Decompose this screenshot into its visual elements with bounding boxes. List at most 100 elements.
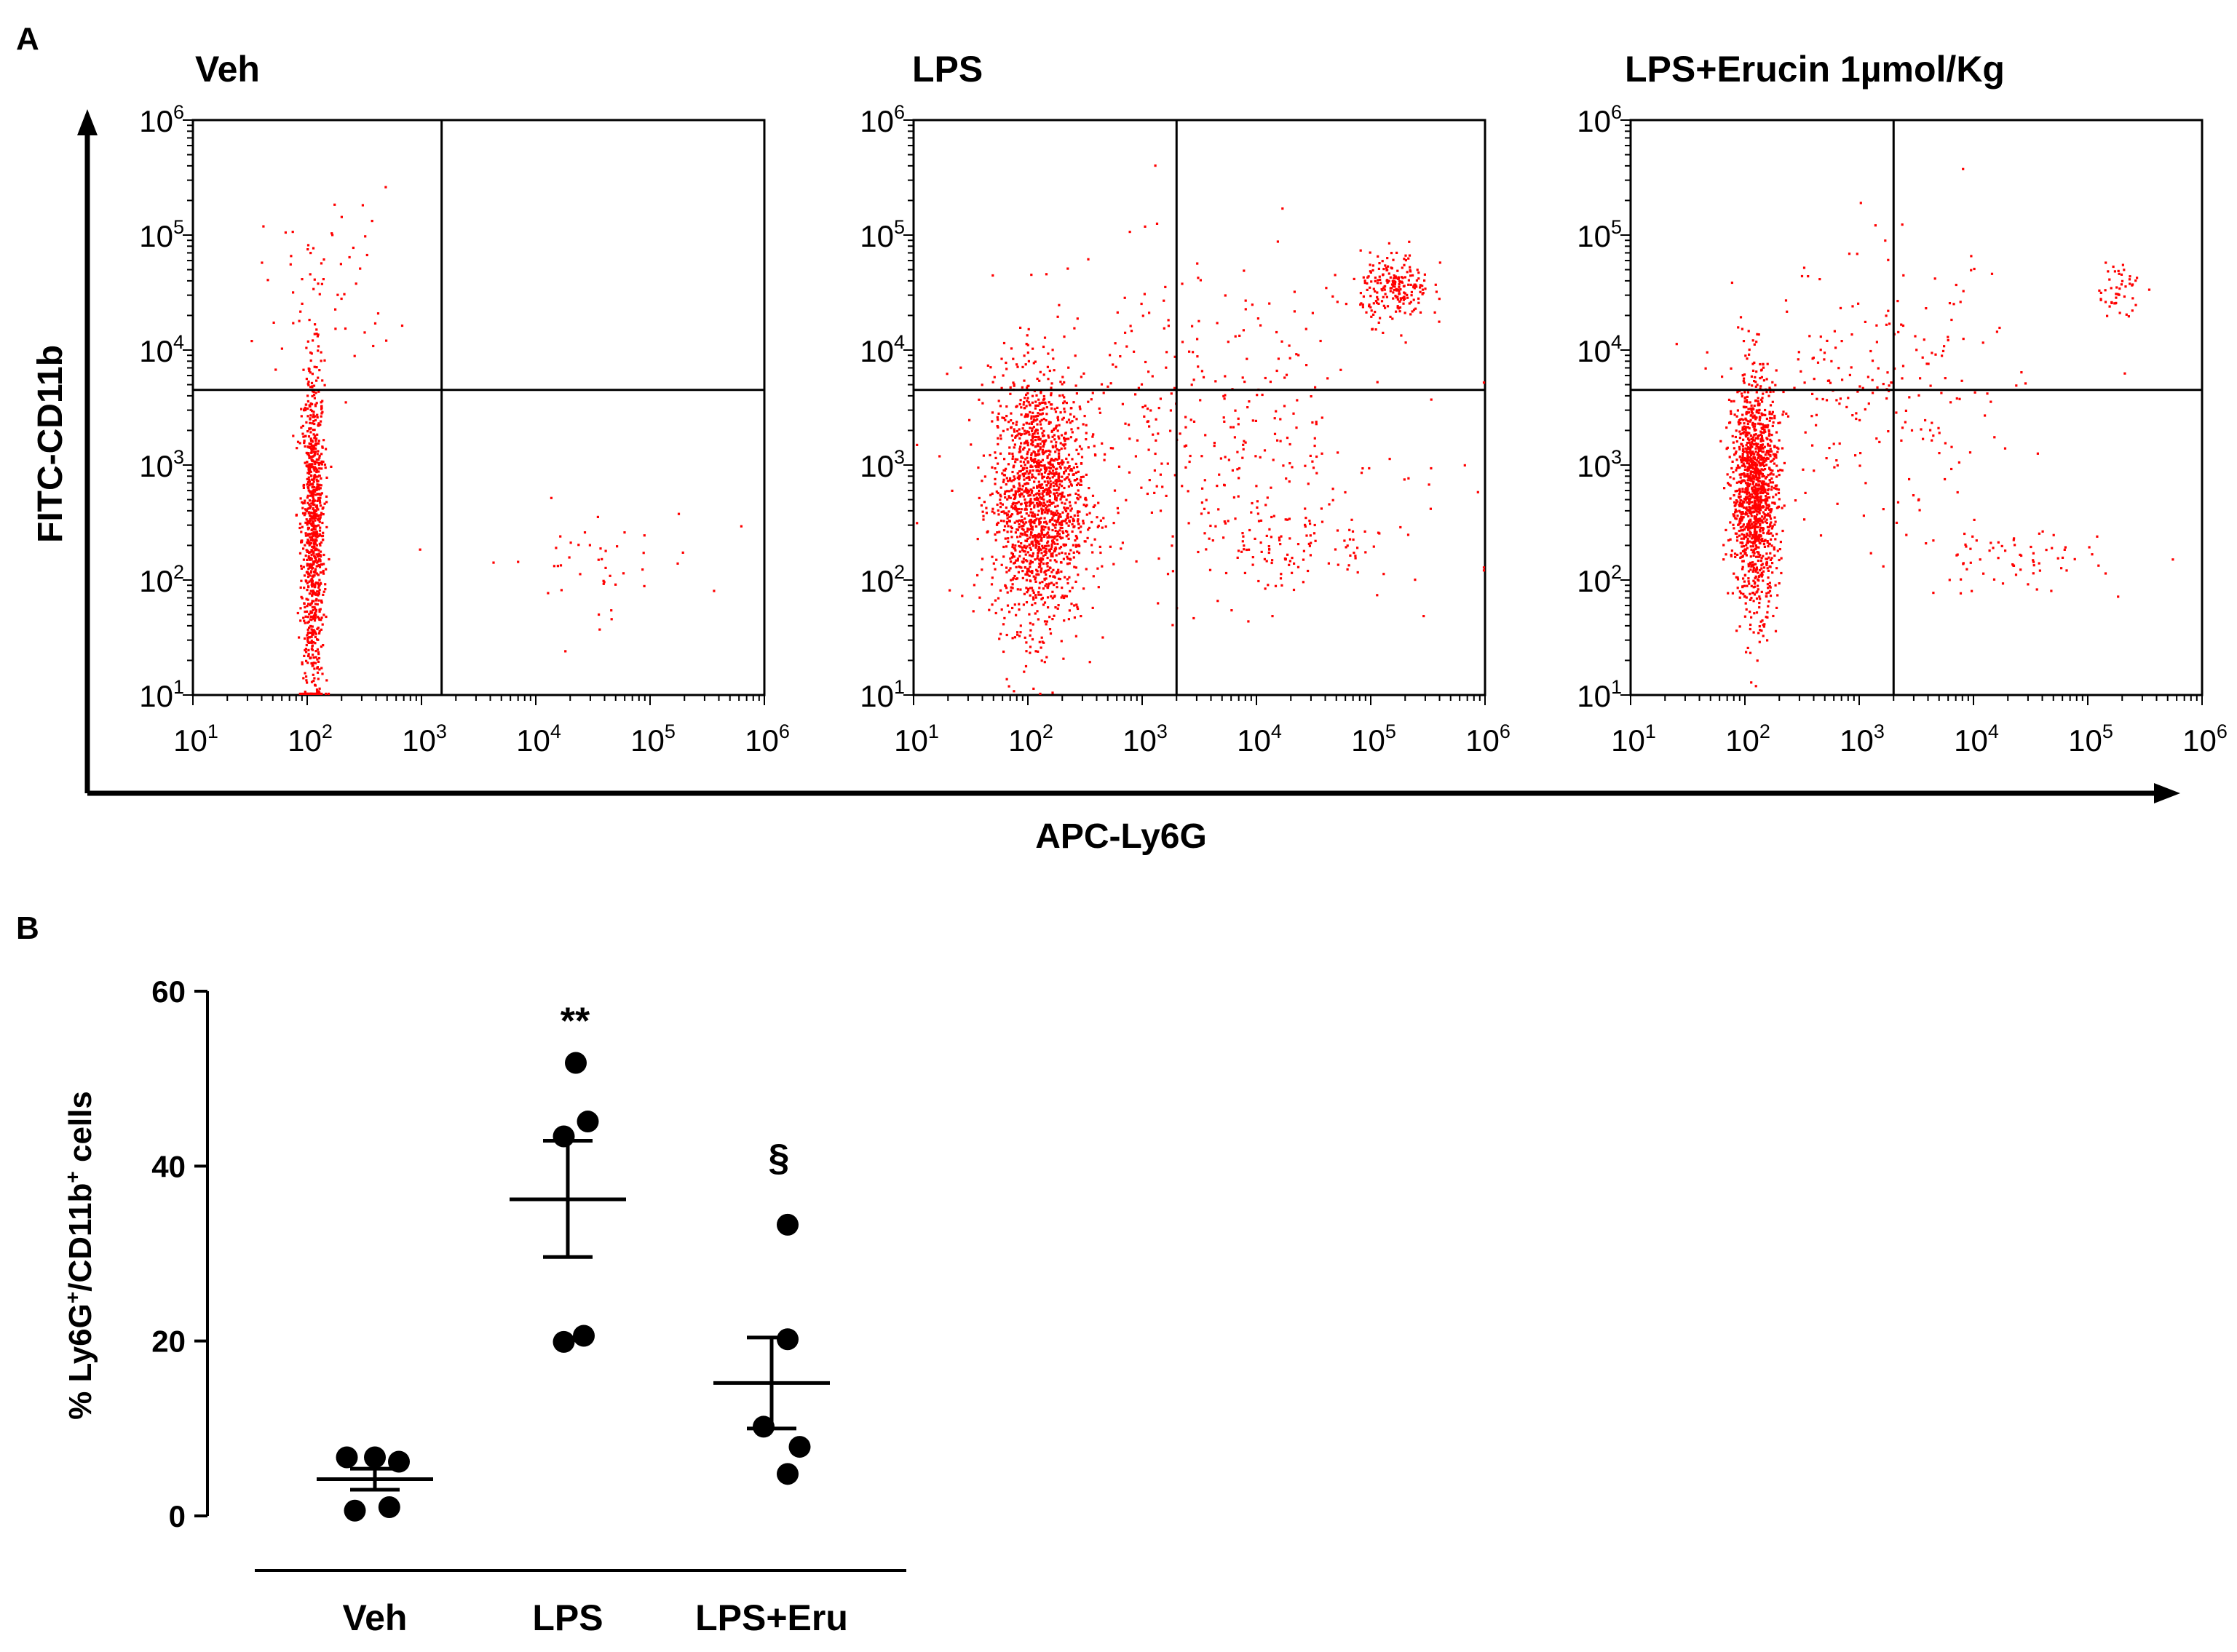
- event-dot: [1064, 440, 1066, 442]
- event-dot: [1751, 339, 1754, 342]
- event-dot: [1746, 646, 1749, 649]
- event-dot: [1027, 384, 1030, 387]
- event-dot: [304, 512, 306, 515]
- event-dot: [1049, 461, 1052, 464]
- event-dot: [1385, 295, 1388, 298]
- event-dot: [1760, 458, 1763, 461]
- event-dot: [1032, 534, 1035, 538]
- event-dot: [1265, 560, 1268, 563]
- event-dot: [1402, 285, 1405, 287]
- event-dot: [997, 509, 999, 512]
- event-dot: [1433, 311, 1436, 314]
- event-dot: [1021, 528, 1024, 531]
- event-dot: [320, 555, 322, 558]
- event-dot: [1022, 557, 1025, 560]
- event-dot: [309, 571, 312, 574]
- event-dot: [1765, 616, 1767, 619]
- event-dot: [1777, 506, 1780, 509]
- event-dot: [972, 610, 975, 613]
- event-dot: [1048, 508, 1050, 511]
- event-dot: [307, 521, 310, 524]
- event-dot: [1053, 498, 1057, 501]
- event-dot: [1766, 532, 1769, 535]
- event-dot: [1065, 522, 1068, 525]
- event-dot: [1749, 493, 1751, 496]
- event-dot: [1047, 568, 1050, 571]
- event-dot: [1077, 514, 1080, 517]
- event-dot: [1745, 431, 1748, 434]
- event-dot: [1057, 494, 1060, 497]
- event-dot: [1038, 503, 1041, 506]
- event-dot: [1004, 537, 1007, 540]
- event-dot: [320, 541, 323, 544]
- event-dot: [316, 548, 319, 551]
- event-dot: [1769, 558, 1772, 561]
- event-dot: [986, 364, 989, 367]
- event-dot: [1762, 464, 1765, 467]
- event-dot: [1026, 352, 1029, 354]
- event-dot: [1102, 392, 1105, 394]
- event-dot: [1013, 497, 1015, 501]
- event-dot: [1058, 483, 1061, 486]
- event-dot: [1040, 597, 1043, 600]
- event-dot: [1014, 549, 1017, 552]
- event-dot: [1010, 426, 1013, 429]
- event-dot: [1739, 421, 1742, 425]
- event-dot: [1403, 292, 1406, 295]
- event-dot: [1046, 455, 1049, 458]
- event-dot: [1055, 478, 1058, 481]
- event-dot: [1062, 416, 1065, 419]
- event-dot: [1043, 397, 1046, 400]
- event-dot: [1268, 302, 1271, 305]
- event-dot: [1097, 501, 1100, 504]
- event-dot: [1028, 478, 1031, 481]
- event-dot: [1063, 471, 1066, 474]
- event-dot: [296, 447, 298, 450]
- event-dot: [322, 563, 325, 565]
- event-dot: [1754, 522, 1757, 525]
- event-dot: [1777, 421, 1780, 424]
- event-dot: [1063, 595, 1066, 598]
- event-dot: [1009, 496, 1012, 499]
- event-dot: [1265, 534, 1268, 537]
- event-dot: [1218, 473, 1221, 476]
- event-dot: [1973, 267, 1976, 271]
- event-dot: [311, 439, 314, 442]
- event-dot: [1396, 298, 1399, 301]
- event-dot: [1034, 596, 1037, 599]
- event-dot: [1742, 459, 1745, 462]
- event-dot: [1066, 516, 1069, 519]
- event-dot: [1755, 566, 1758, 569]
- event-dot: [304, 521, 307, 524]
- event-dot: [1022, 423, 1025, 426]
- event-dot: [1056, 448, 1058, 450]
- event-dot: [1167, 319, 1170, 322]
- event-dot: [1027, 568, 1030, 571]
- event-dot: [1114, 342, 1117, 345]
- event-dot: [978, 596, 981, 599]
- event-dot: [1063, 495, 1066, 498]
- flow-plot-title: LPS+Erucin 1µmol/Kg: [1625, 49, 2005, 90]
- event-dot: [312, 617, 314, 620]
- event-dot: [1246, 357, 1248, 360]
- event-dot: [1216, 600, 1219, 603]
- event-dot: [1144, 225, 1147, 228]
- event-dot: [1056, 484, 1058, 487]
- event-dot: [1066, 515, 1069, 517]
- event-dot: [1051, 691, 1054, 694]
- event-dot: [1887, 309, 1890, 312]
- event-dot: [596, 515, 599, 518]
- event-dot: [1738, 509, 1741, 512]
- event-dot: [1746, 455, 1749, 458]
- event-dot: [1741, 533, 1743, 536]
- event-dot: [1006, 604, 1010, 607]
- event-dot: [1038, 547, 1041, 550]
- event-dot: [2136, 277, 2139, 279]
- event-dot: [1000, 510, 1003, 513]
- event-dot: [1036, 442, 1039, 445]
- event-dot: [2121, 263, 2124, 266]
- event-dot: [1319, 339, 1322, 343]
- event-dot: [994, 611, 997, 615]
- event-dot: [322, 613, 325, 616]
- event-dot: [1754, 429, 1757, 432]
